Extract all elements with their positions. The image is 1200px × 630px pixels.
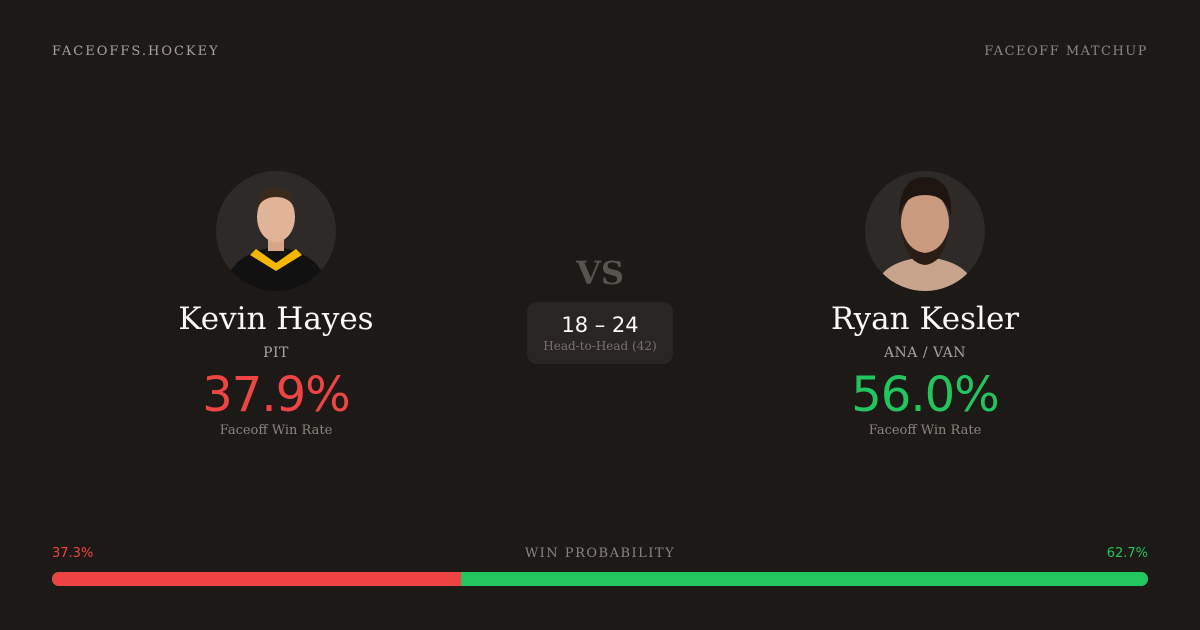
- faceoff-win-rate: 37.9%: [202, 367, 350, 423]
- player-card-right: Ryan Kesler ANA / VAN 56.0% Faceoff Win …: [775, 171, 1075, 438]
- player-name: Kevin Hayes: [178, 301, 374, 337]
- win-rate-label: Faceoff Win Rate: [868, 423, 982, 438]
- avatar: [865, 171, 985, 291]
- player-name: Ryan Kesler: [830, 301, 1020, 337]
- win-probability-left: 37.3%: [52, 546, 94, 561]
- win-probability-label: WIN PROBABILITY: [524, 546, 676, 561]
- win-rate-label: Faceoff Win Rate: [219, 423, 333, 438]
- player-team: PIT: [263, 345, 289, 361]
- page-tag: FACEOFF MATCHUP: [984, 44, 1148, 59]
- vs-label: VS: [576, 254, 624, 292]
- head-to-head-box: 18 – 24 Head-to-Head (42): [527, 302, 673, 364]
- player-card-left: Kevin Hayes PIT 37.9% Faceoff Win Rate: [126, 171, 426, 438]
- win-probability-left-fill: [52, 572, 461, 586]
- win-probability-bar: [52, 572, 1148, 586]
- win-probability-right-fill: [460, 572, 1148, 586]
- avatar: [216, 171, 336, 291]
- player-team: ANA / VAN: [883, 345, 967, 361]
- win-probability-right: 62.7%: [1106, 546, 1148, 561]
- head-to-head-label: Head-to-Head (42): [543, 339, 657, 353]
- brand-logo: FACEOFFS.HOCKEY: [52, 44, 220, 59]
- head-to-head-score: 18 – 24: [561, 313, 639, 337]
- faceoff-win-rate: 56.0%: [851, 367, 999, 423]
